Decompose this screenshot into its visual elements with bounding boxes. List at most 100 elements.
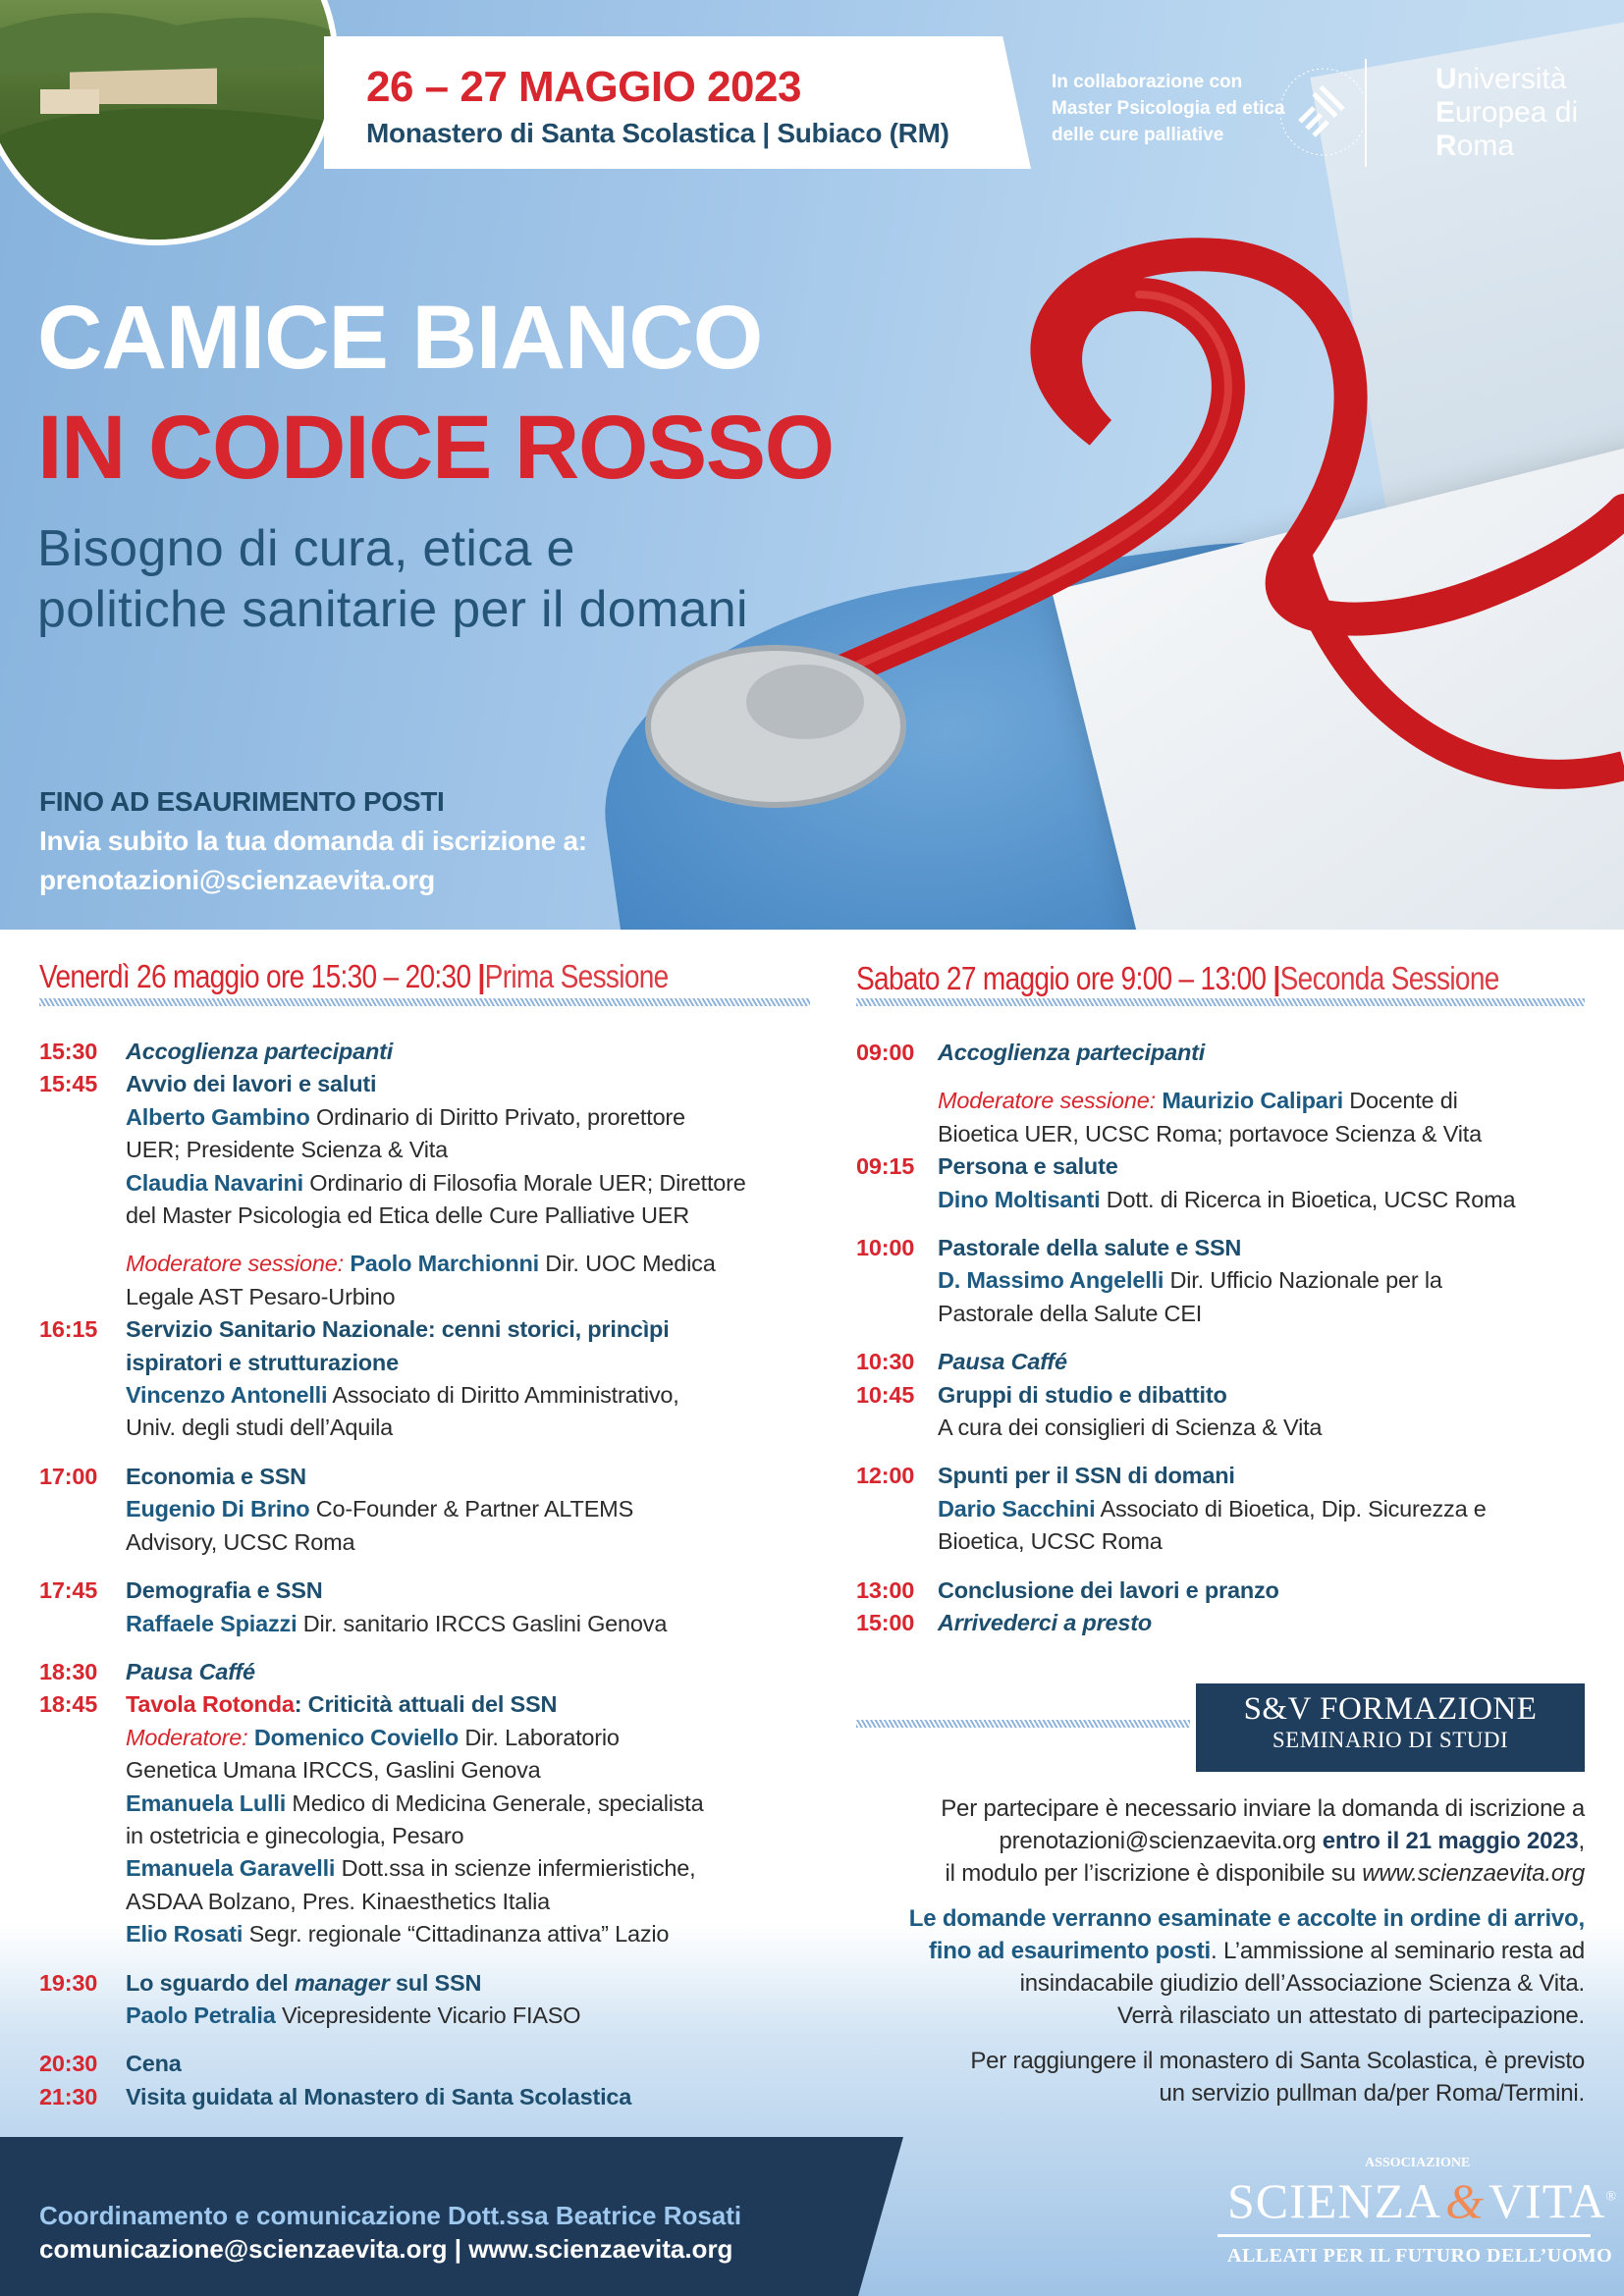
day2-session: Seconda Sessione xyxy=(1279,960,1500,996)
day2-date: Sabato 27 maggio ore 9:00 – 13:00 xyxy=(856,960,1267,996)
hatched-divider xyxy=(856,998,1585,1006)
text-segment: Dir. sanitario IRCCS Gaslini Genova xyxy=(297,1610,668,1636)
text-segment: Ordinario di Filosofia Morale UER; Diret… xyxy=(302,1169,746,1196)
footer-coordination: Coordinamento e comunicazione Dott.ssa B… xyxy=(39,2201,742,2230)
session-time xyxy=(39,1134,126,1166)
text-segment: prenotazioni@scienzaevita.org xyxy=(999,1828,1323,1854)
event-place: Monastero di Santa Scolastica | Subiaco … xyxy=(366,118,949,148)
day1-heading: Venerdì 26 maggio ore 15:30 – 20:30 |Pri… xyxy=(39,958,669,995)
uer-text: uropea di xyxy=(1455,96,1579,129)
info-line: Verrà rilasciato un attestato di parteci… xyxy=(819,2000,1585,2032)
session-time: 21:30 xyxy=(39,2083,98,2109)
text-segment: Emanuela Lulli xyxy=(126,1789,287,1816)
registration-line: FINO AD ESAURIMENTO POSTI xyxy=(39,786,445,817)
text-segment: Tavola Rotonda xyxy=(126,1691,295,1718)
registration-email-link[interactable]: prenotazioni@scienzaevita.org xyxy=(39,865,435,895)
session-time xyxy=(856,1184,938,1216)
uer-text: niversità xyxy=(1456,63,1567,95)
text-segment: ispiratori e strutturazione xyxy=(126,1349,399,1375)
text-segment: ASDAA Bolzano, Pres. Kinaesthetics Itali… xyxy=(126,1888,551,1914)
session-time: 10:00 xyxy=(856,1235,915,1261)
session-time xyxy=(856,1412,938,1444)
text-segment: A cura dei consiglieri di Scienza & Vita xyxy=(938,1415,1323,1441)
info-line: il modulo per l’iscrizione è disponibile… xyxy=(819,1857,1585,1890)
program-row: Moderatore sessione: Maurizio Calipari D… xyxy=(856,1085,1515,1117)
program-text: Emanuela Lulli Medico di Medicina Genera… xyxy=(126,1788,704,1820)
stethoscope-heart-image xyxy=(645,238,1624,808)
session-time xyxy=(856,1085,938,1117)
program-text: Accoglienza partecipanti xyxy=(126,1036,393,1068)
session-time: 15:00 xyxy=(856,1610,915,1636)
text-segment: Economia e SSN xyxy=(126,1463,306,1489)
session-time xyxy=(856,1264,938,1297)
separator: | xyxy=(477,958,486,994)
info-line: Per partecipare è necessario inviare la … xyxy=(819,1792,1585,1825)
event-date: 26 – 27 MAGGIO 2023 xyxy=(366,63,801,111)
hero-banner: 26 – 27 MAGGIO 2023 Monastero di Santa S… xyxy=(0,0,1624,930)
program-text: UER; Presidente Scienza & Vita xyxy=(126,1134,448,1166)
program-row: 13:00 Conclusione dei lavori e pranzo xyxy=(856,1575,1515,1607)
program-row: 09:00 Accoglienza partecipanti xyxy=(856,1037,1515,1069)
info-line: prenotazioni@scienzaevita.org entro il 2… xyxy=(819,1825,1585,1857)
program-row: Pastorale della Salute CEI xyxy=(856,1298,1515,1330)
text-segment: Verrà rilasciato un attestato di parteci… xyxy=(1116,2002,1585,2029)
program-row: 20:30 Cena xyxy=(39,2048,746,2080)
info-paragraph: Per raggiungere il monastero di Santa Sc… xyxy=(819,2045,1585,2109)
text-segment: Accoglienza partecipanti xyxy=(126,1039,394,1064)
text-segment: Pausa Caffé xyxy=(938,1349,1067,1375)
program-text: Bioetica UER, UCSC Roma; portavoce Scien… xyxy=(938,1118,1482,1150)
text-segment: sul SSN xyxy=(389,1969,482,1996)
program-row: Elio Rosati Segr. regionale “Cittadinanz… xyxy=(39,1918,746,1950)
session-time: 09:00 xyxy=(856,1040,915,1065)
program-row: 21:30 Visita guidata al Monastero di Sant… xyxy=(39,2081,746,2113)
text-segment: Eugenio Di Brino xyxy=(126,1496,310,1522)
program-text: Servizio Sanitario Nazionale: cenni stor… xyxy=(126,1313,670,1346)
session-time xyxy=(39,2000,126,2032)
program-block: 09:00 Accoglienza partecipanti xyxy=(856,1037,1515,1069)
program-text: ASDAA Bolzano, Pres. Kinaesthetics Itali… xyxy=(126,1886,550,1918)
text-segment: Elio Rosati xyxy=(126,1921,244,1948)
logo-assoc: ASSOCIAZIONE xyxy=(1365,2156,1471,2170)
text-segment: Claudia Navarini xyxy=(126,1169,303,1196)
uer-emblem-icon xyxy=(1279,68,1363,156)
title-line-2: IN CODICE ROSSO xyxy=(37,398,835,498)
session-time xyxy=(39,1852,126,1885)
program-row: Advisory, UCSC Roma xyxy=(39,1526,746,1559)
program-text: Accoglienza partecipanti xyxy=(938,1037,1205,1069)
program-row: ispiratori e strutturazione xyxy=(39,1347,746,1379)
program-text: Arrivederci a presto xyxy=(938,1607,1152,1639)
footer-contacts[interactable]: comunicazione@scienzaevita.org | www.sci… xyxy=(39,2234,733,2264)
session-time: 17:45 xyxy=(39,1577,98,1604)
session-time xyxy=(856,1118,938,1150)
day2-heading: Sabato 27 maggio ore 9:00 – 13:00 |Secon… xyxy=(856,960,1499,997)
session-time xyxy=(39,1379,126,1412)
program-block: Moderatore sessione: Maurizio Calipari D… xyxy=(856,1085,1516,1216)
text-segment: Per partecipare è necessario inviare la … xyxy=(941,1795,1585,1822)
text-segment: www.scienzaevita.org xyxy=(1362,1860,1585,1887)
collab-line: Master Psicologia ed etica xyxy=(1052,98,1285,119)
session-time xyxy=(856,1493,938,1525)
text-segment: Ordinario di Diritto Privato, prorettore xyxy=(309,1103,685,1130)
registered-mark: ® xyxy=(1605,2189,1618,2205)
text-segment: Dario Sacchini xyxy=(938,1495,1096,1522)
program-row: Raffaele Spiazzi Dir. sanitario IRCCS Ga… xyxy=(39,1608,746,1640)
program-row: 15:45 Avvio dei lavori e saluti xyxy=(39,1068,746,1100)
text-segment: Visita guidata al Monastero di Santa Sco… xyxy=(126,2083,632,2109)
session-time xyxy=(39,1281,126,1313)
program-block: 15:30 Accoglienza partecipanti 15:45 Avvio … xyxy=(39,1036,746,1232)
program-row: 17:45 Demografia e SSN xyxy=(39,1575,746,1607)
session-time: 15:45 xyxy=(39,1071,98,1097)
uer-text: oma xyxy=(1456,130,1515,162)
session-time xyxy=(856,1298,938,1330)
program-row: 10:30 Pausa Caffé xyxy=(856,1346,1515,1378)
program-text: Emanuela Garavelli Dott.ssa in scienze i… xyxy=(126,1852,696,1885)
session-time xyxy=(39,1167,126,1200)
text-segment: insindacabile giudizio dell’Associazione… xyxy=(1019,1970,1586,1997)
program-row: Vincenzo Antonelli Associato di Diritto … xyxy=(39,1379,746,1412)
program-text: Bioetica, UCSC Roma xyxy=(938,1525,1163,1558)
logo-name: SCIENZA&VITA® xyxy=(1227,2175,1617,2226)
program-row: Claudia Navarini Ordinario di Filosofia … xyxy=(39,1167,746,1200)
program-row: 19:30 Lo sguardo del manager sul SSN xyxy=(39,1967,746,2000)
program-block: 10:30 Pausa Caffé 10:45 Gruppi di studio e … xyxy=(856,1346,1515,1444)
session-time xyxy=(39,1347,126,1379)
